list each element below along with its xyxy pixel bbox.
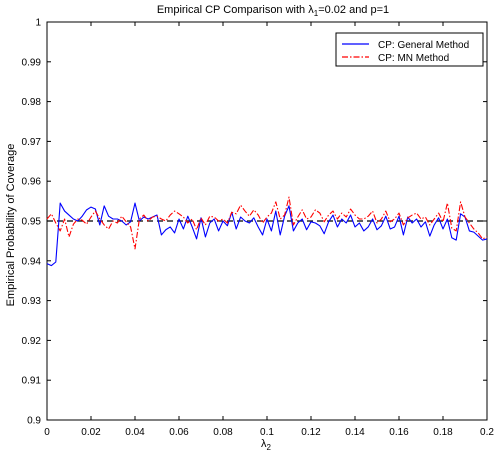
x-tick-label: 0.14: [345, 427, 365, 438]
chart-title: Empirical CP Comparison with λ1=0.02 and…: [157, 4, 389, 18]
legend: CP: General Method CP: MN Method: [335, 32, 484, 67]
x-axis-title: λ2: [261, 438, 272, 452]
y-tick-label: 0.95: [22, 217, 42, 228]
x-tick-label: 0.18: [433, 427, 453, 438]
y-tick-label: 0.9: [27, 416, 41, 427]
title-suffix: =0.02 and p=1: [318, 4, 389, 16]
x-tick-label: 0: [44, 427, 50, 438]
legend-box: [335, 32, 484, 67]
title-prefix: Empirical CP Comparison with: [157, 4, 308, 16]
x-tick-label: 0.04: [125, 427, 145, 438]
y-axis-title: Empirical Probability of Coverage: [5, 144, 17, 307]
legend-label-general: CP: General Method: [378, 40, 469, 51]
legend-label-mn: CP: MN Method: [378, 53, 449, 64]
x-tick-label: 0.12: [301, 427, 321, 438]
y-tick-label: 0.92: [22, 336, 42, 347]
x-tick-label: 0.08: [213, 427, 233, 438]
y-tick-label: 0.91: [22, 376, 42, 387]
x-tick-label: 0.16: [389, 427, 409, 438]
y-tick-label: 0.99: [22, 57, 42, 68]
y-tick-label: 0.93: [22, 296, 42, 307]
title-lambda: λ: [308, 4, 314, 16]
x-tick-label: 0.2: [480, 427, 494, 438]
y-tick-label: 1: [35, 18, 41, 29]
x-axis-subscript: 2: [267, 443, 272, 452]
title-subscript: 1: [314, 9, 319, 18]
x-tick-label: 0.02: [81, 427, 101, 438]
series-line-general-method: [46, 202, 488, 267]
plot-area: 0 0.02 0.04 0.06 0.08 0.1 0.12 0.14 0.16 0.18 0.2 0…: [22, 18, 495, 439]
y-tick-label: 0.94: [22, 256, 42, 267]
x-axis-lambda: λ: [261, 438, 267, 450]
x-tick-label: 0.1: [260, 427, 274, 438]
y-tick-label: 0.97: [22, 137, 42, 148]
y-tick-label: 0.98: [22, 97, 42, 108]
y-tick-label: 0.96: [22, 177, 42, 188]
x-tick-label: 0.06: [169, 427, 189, 438]
